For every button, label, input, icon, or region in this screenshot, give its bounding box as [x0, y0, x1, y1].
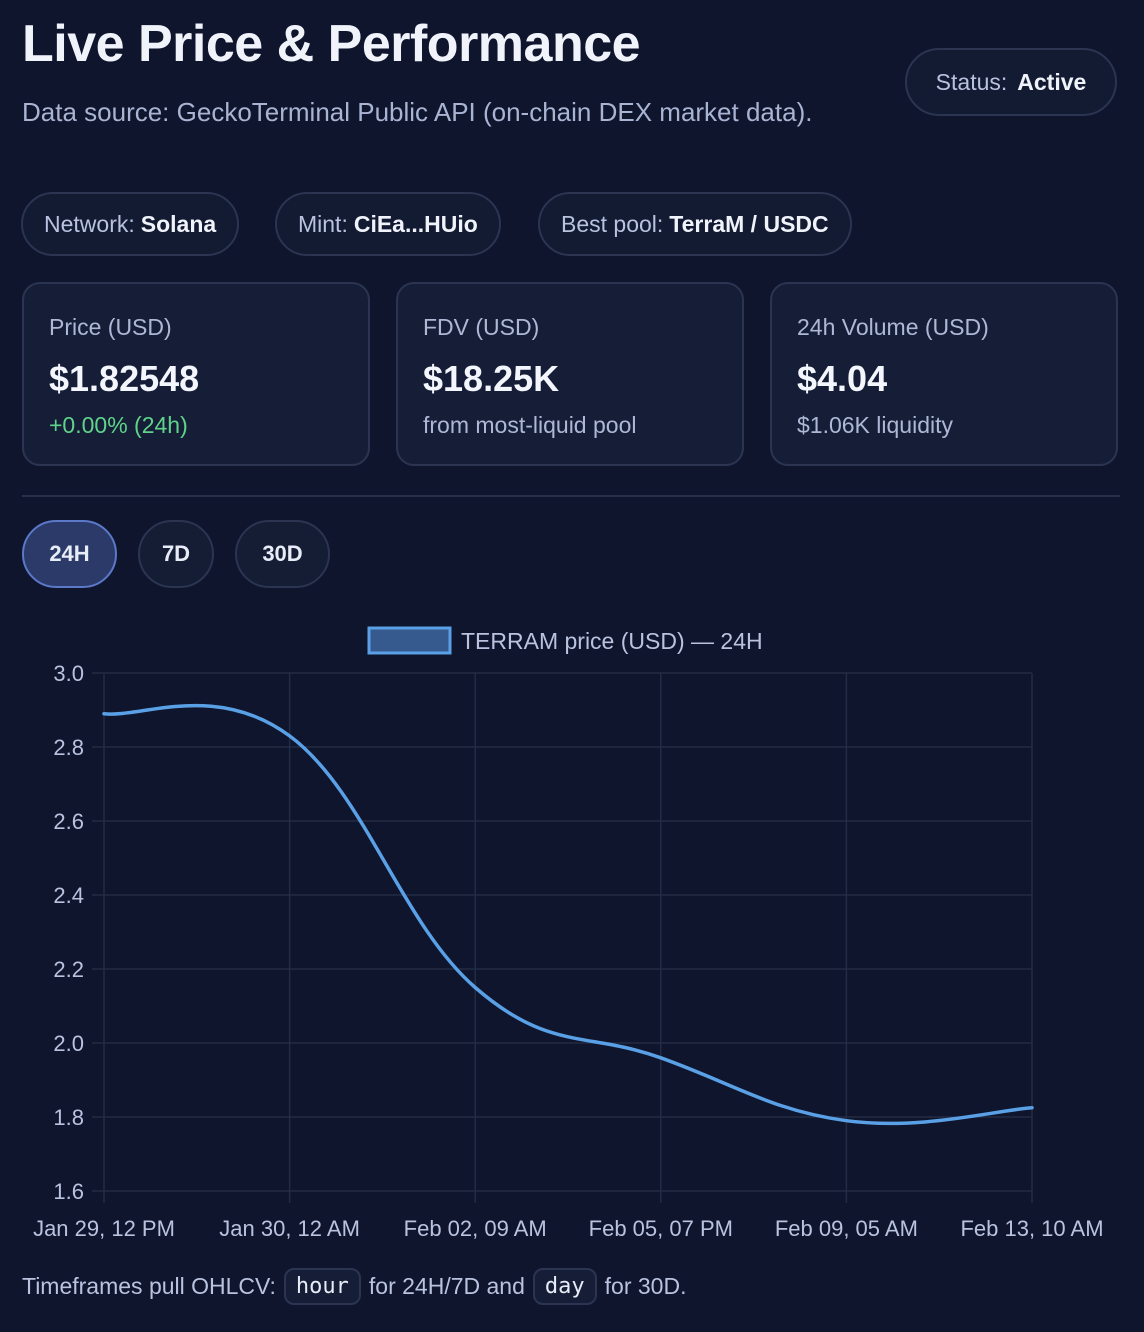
footer-prefix: Timeframes pull OHLCV: — [22, 1273, 276, 1299]
network-chip: Network: Solana — [21, 192, 240, 256]
data-source-text: Data source: GeckoTerminal Public API (o… — [22, 97, 813, 127]
page-title: Live Price & Performance — [22, 15, 641, 73]
timeframe-30d-button[interactable]: 30D — [235, 520, 330, 588]
footer-suffix: for 30D. — [604, 1273, 687, 1299]
status-badge: Status: Active — [905, 48, 1117, 116]
card-value: $18.25K — [423, 358, 560, 399]
y-tick-label: 1.6 — [53, 1179, 84, 1204]
y-tick-label: 2.2 — [53, 957, 84, 982]
legend-swatch — [367, 626, 452, 655]
code-hour: hour — [283, 1268, 361, 1305]
price-card: Price (USD) $1.82548 +0.00% (24h) — [22, 282, 370, 466]
chip-value: TerraM / USDC — [669, 210, 829, 237]
price-line-chart: 1.6 1.8 2.0 2.2 2.4 2.6 2.8 3.0 Jan 29, 12 PM Jan… — [33, 626, 1104, 1241]
timeframe-24h-button[interactable]: 24H — [22, 520, 117, 588]
status-label: Status: — [935, 68, 1008, 95]
footer-middle: for 24H/7D and — [368, 1273, 525, 1299]
price-series-line — [102, 703, 1034, 1126]
y-tick-label: 2.6 — [53, 809, 84, 834]
x-tick-label: Feb 13, 10 AM — [960, 1216, 1103, 1241]
chip-value: CiEa...HUio — [353, 210, 478, 237]
section-divider — [22, 495, 1120, 497]
y-tick-label: 2.8 — [53, 735, 84, 760]
y-tick-label: 2.0 — [53, 1031, 84, 1056]
y-tick-label: 3.0 — [53, 661, 84, 686]
x-tick-label: Feb 05, 07 PM — [589, 1216, 733, 1241]
price-change: +0.00% (24h) — [49, 412, 188, 438]
status-value: Active — [1017, 68, 1087, 95]
card-value: $1.82548 — [49, 358, 200, 399]
card-subtext: from most-liquid pool — [423, 412, 637, 438]
chip-label: Mint: — [298, 210, 348, 237]
x-tick-label: Feb 09, 05 AM — [775, 1216, 918, 1241]
timeframe-7d-button[interactable]: 7D — [138, 520, 214, 588]
best-pool-chip: Best pool: TerraM / USDC — [538, 192, 852, 256]
chip-label: Network: — [44, 210, 135, 237]
code-day: day — [532, 1268, 597, 1305]
chip-label: Best pool: — [561, 210, 664, 237]
card-label: Price (USD) — [49, 314, 172, 340]
y-tick-label: 1.8 — [53, 1105, 84, 1130]
card-label: 24h Volume (USD) — [797, 314, 989, 340]
volume-card: 24h Volume (USD) $4.04 $1.06K liquidity — [770, 282, 1118, 466]
y-tick-label: 2.4 — [53, 883, 84, 908]
fdv-card: FDV (USD) $18.25K from most-liquid pool — [396, 282, 744, 466]
mint-chip: Mint: CiEa...HUio — [275, 192, 501, 256]
x-tick-label: Jan 30, 12 AM — [219, 1216, 360, 1241]
legend-label: TERRAM price (USD) — 24H — [461, 628, 763, 654]
card-subtext: $1.06K liquidity — [797, 412, 953, 438]
x-tick-label: Feb 02, 09 AM — [404, 1216, 547, 1241]
card-value: $4.04 — [797, 358, 888, 399]
x-tick-label: Jan 29, 12 PM — [33, 1216, 175, 1241]
card-label: FDV (USD) — [423, 314, 540, 340]
chip-value: Solana — [140, 210, 217, 237]
footer-note: Timeframes pull OHLCV: hour for 24H/7D a… — [22, 1268, 686, 1305]
